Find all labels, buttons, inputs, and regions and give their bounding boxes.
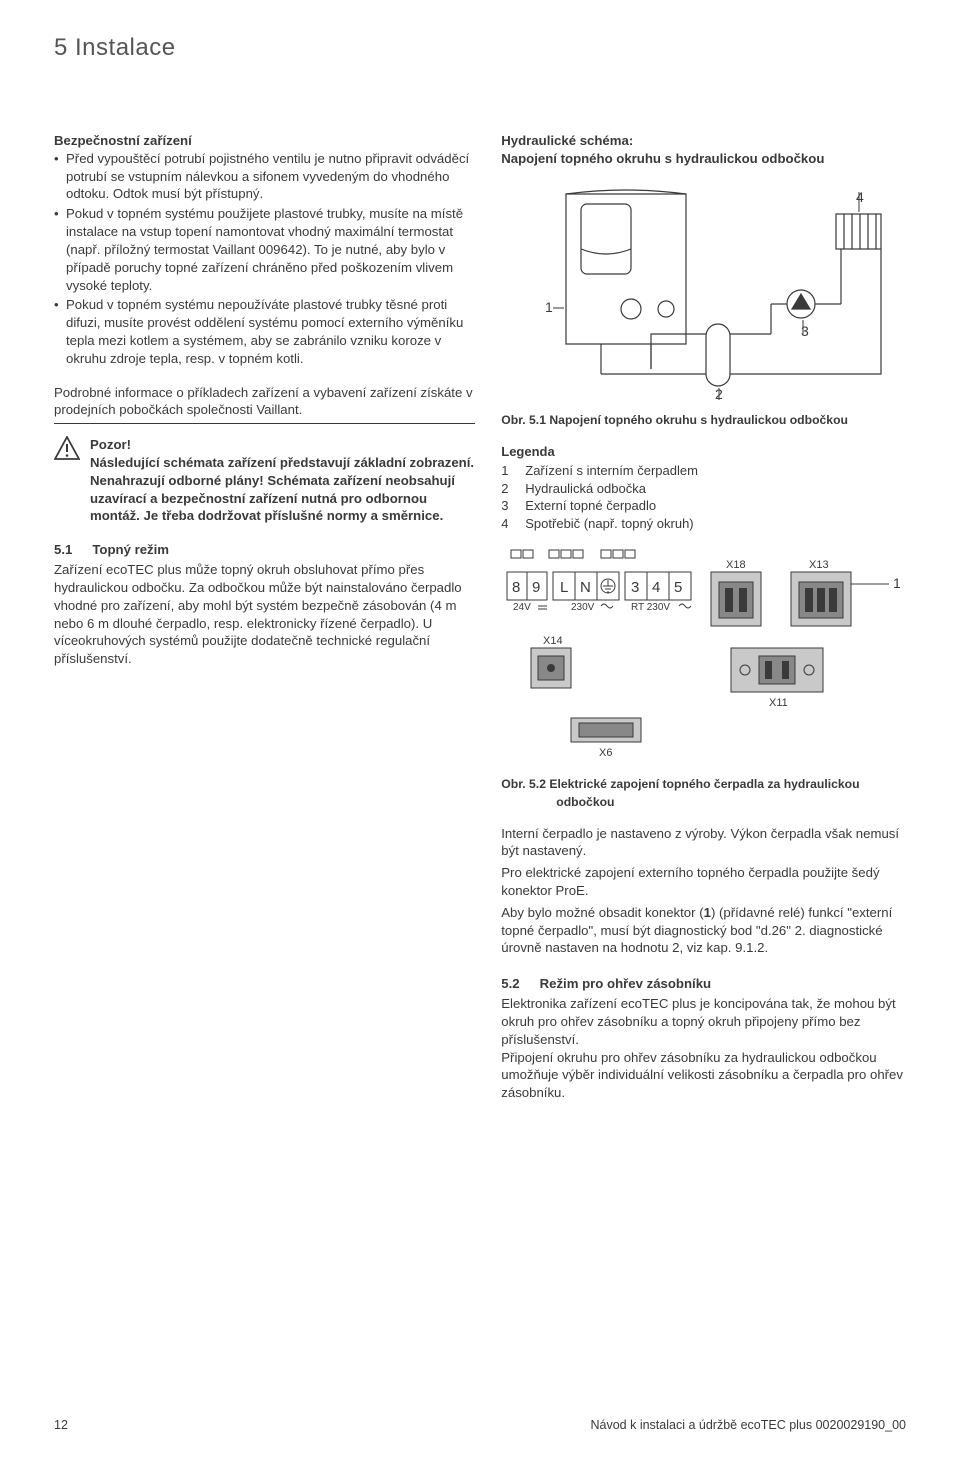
diagram1-label-3: 3 bbox=[801, 323, 809, 339]
svg-text:3: 3 bbox=[631, 579, 639, 596]
bullet-dot-icon: • bbox=[54, 150, 66, 203]
bullet-item: • Pokud v topném systému použijete plast… bbox=[54, 205, 475, 294]
figure-5-1-caption: Obr. 5.1 Napojení topného okruhu s hydra… bbox=[501, 412, 906, 429]
bullet-text: Pokud v topném systému použijete plastov… bbox=[66, 205, 475, 294]
left-column: Bezpečnostní zařízení • Před vypouštěcí … bbox=[54, 132, 475, 1102]
svg-text:9: 9 bbox=[532, 579, 540, 596]
right-paragraph: Pro elektrické zapojení externího topnéh… bbox=[501, 864, 906, 900]
warning-icon bbox=[54, 436, 80, 460]
legend-row: 4Spotřebič (např. topný okruh) bbox=[501, 515, 906, 533]
safety-heading: Bezpečnostní zařízení bbox=[54, 132, 475, 150]
section-number: 5.2 bbox=[501, 975, 519, 993]
svg-text:230V: 230V bbox=[571, 602, 595, 613]
right-paragraph: Interní čerpadlo je nastaveno z výroby. … bbox=[501, 825, 906, 861]
bullet-text: Pokud v topném systému nepoužíváte plast… bbox=[66, 296, 475, 367]
bullet-item: • Před vypouštěcí potrubí pojistného ven… bbox=[54, 150, 475, 203]
section-5-2-heading: 5.2 Režim pro ohřev zásobníku bbox=[501, 975, 906, 993]
section-title: Topný režim bbox=[92, 541, 169, 559]
svg-text:N: N bbox=[580, 579, 591, 596]
doc-id: Návod k instalaci a údržbě ecoTEC plus 0… bbox=[591, 1418, 907, 1432]
legend-list: 1Zařízení s interním čerpadlem 2Hydrauli… bbox=[501, 462, 906, 532]
svg-text:X11: X11 bbox=[769, 697, 788, 709]
scheme-title-1: Hydraulické schéma: bbox=[501, 132, 906, 150]
warning-text: Následující schémata zařízení představuj… bbox=[90, 454, 475, 525]
more-info-paragraph: Podrobné informace o příkladech zařízení… bbox=[54, 384, 475, 420]
two-column-layout: Bezpečnostní zařízení • Před vypouštěcí … bbox=[54, 132, 906, 1102]
svg-text:X6: X6 bbox=[599, 747, 612, 759]
hydraulic-diagram: 1 2 3 4 bbox=[501, 174, 901, 404]
svg-text:X14: X14 bbox=[543, 635, 563, 647]
section-title: Režim pro ohřev zásobníku bbox=[540, 975, 711, 993]
chapter-title: 5 Instalace bbox=[54, 34, 906, 62]
svg-text:L: L bbox=[560, 579, 568, 596]
legend-row: 3Externí topné čerpadlo bbox=[501, 497, 906, 515]
legend-title: Legenda bbox=[501, 443, 906, 461]
page-number: 12 bbox=[54, 1418, 68, 1432]
svg-text:X13: X13 bbox=[809, 559, 829, 571]
svg-text:8: 8 bbox=[512, 579, 520, 596]
scheme-title-2: Napojení topného okruhu s hydraulickou o… bbox=[501, 150, 906, 168]
warning-block: Pozor! Následující schémata zařízení pře… bbox=[54, 436, 475, 525]
section-5-1-body: Zařízení ecoTEC plus může topný okruh ob… bbox=[54, 561, 475, 668]
section-number: 5.1 bbox=[54, 541, 72, 559]
diagram1-label-1: 1 bbox=[545, 299, 553, 315]
diagram1-label-4: 4 bbox=[856, 189, 864, 205]
svg-text:4: 4 bbox=[652, 579, 660, 596]
right-paragraph: Aby bylo možné obsadit konektor (1) (pří… bbox=[501, 904, 906, 957]
svg-text:X18: X18 bbox=[726, 559, 746, 571]
warning-title: Pozor! bbox=[90, 436, 475, 454]
page-footer: 12 Návod k instalaci a údržbě ecoTEC plu… bbox=[54, 1418, 906, 1432]
electrical-diagram: 8 9 L N 3 4 5 24V 230V RT 230V bbox=[501, 548, 901, 768]
bullet-text: Před vypouštěcí potrubí pojistného venti… bbox=[66, 150, 475, 203]
legend-row: 2Hydraulická odbočka bbox=[501, 480, 906, 498]
section-5-1-heading: 5.1 Topný režim bbox=[54, 541, 475, 559]
svg-text:5: 5 bbox=[674, 579, 682, 596]
bullet-dot-icon: • bbox=[54, 205, 66, 294]
right-column: Hydraulické schéma: Napojení topného okr… bbox=[501, 132, 906, 1102]
section-5-2-body: Elektronika zařízení ecoTEC plus je konc… bbox=[501, 995, 906, 1102]
diagram2-callout-1: 1 bbox=[893, 575, 901, 591]
svg-text:RT 230V: RT 230V bbox=[631, 602, 670, 613]
legend-row: 1Zařízení s interním čerpadlem bbox=[501, 462, 906, 480]
bullet-item: • Pokud v topném systému nepoužíváte pla… bbox=[54, 296, 475, 367]
bullet-dot-icon: • bbox=[54, 296, 66, 367]
svg-text:24V: 24V bbox=[513, 602, 531, 613]
figure-5-2-caption: Obr. 5.2 Elektrické zapojení topného čer… bbox=[501, 776, 906, 810]
divider bbox=[54, 423, 475, 424]
